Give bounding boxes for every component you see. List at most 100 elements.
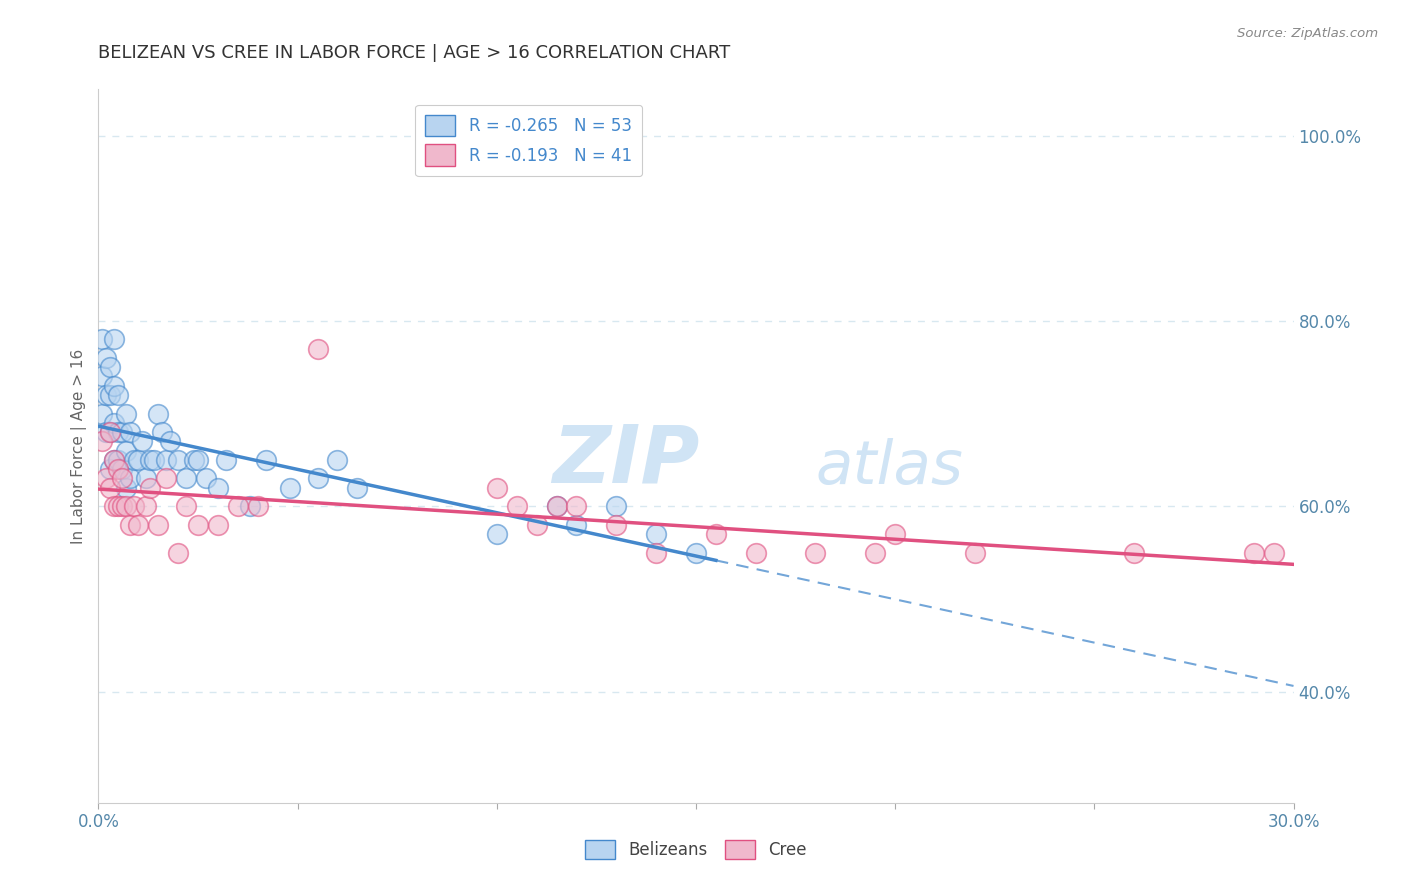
- Point: [963, 545, 986, 559]
- Point: [115, 481, 138, 495]
- Point: [526, 517, 548, 532]
- Point: [745, 545, 768, 559]
- Point: [194, 471, 218, 485]
- Point: [135, 500, 157, 514]
- Point: [346, 481, 368, 495]
- Point: [98, 425, 122, 439]
- Point: [107, 453, 129, 467]
- Point: [159, 434, 181, 449]
- Point: [148, 407, 170, 421]
- Point: [239, 500, 262, 514]
- Point: [120, 517, 142, 532]
- Point: [96, 351, 118, 365]
- Point: [307, 471, 329, 485]
- Point: [506, 500, 529, 514]
- Point: [645, 527, 668, 541]
- Point: [546, 500, 568, 514]
- Point: [107, 425, 129, 439]
- Point: [96, 471, 118, 485]
- Point: [131, 434, 153, 449]
- Point: [96, 425, 118, 439]
- Point: [863, 545, 886, 559]
- Point: [103, 416, 125, 430]
- Point: [565, 500, 588, 514]
- Point: [485, 527, 508, 541]
- Point: [111, 471, 134, 485]
- Point: [1123, 545, 1146, 559]
- Point: [685, 545, 707, 559]
- Point: [143, 453, 166, 467]
- Point: [139, 453, 162, 467]
- Point: [124, 453, 146, 467]
- Point: [174, 471, 197, 485]
- Point: [155, 471, 177, 485]
- Point: [91, 434, 114, 449]
- Point: [91, 333, 114, 347]
- Point: [103, 500, 125, 514]
- Point: [155, 453, 177, 467]
- Point: [148, 517, 170, 532]
- Point: [127, 517, 149, 532]
- Point: [187, 517, 209, 532]
- Y-axis label: In Labor Force | Age > 16: In Labor Force | Age > 16: [72, 349, 87, 543]
- Point: [605, 517, 627, 532]
- Point: [103, 378, 125, 392]
- Point: [278, 481, 301, 495]
- Point: [207, 481, 229, 495]
- Point: [98, 425, 122, 439]
- Point: [107, 388, 129, 402]
- Point: [226, 500, 249, 514]
- Point: [115, 500, 138, 514]
- Point: [103, 453, 125, 467]
- Point: [307, 342, 329, 356]
- Point: [645, 545, 668, 559]
- Point: [804, 545, 827, 559]
- Point: [1243, 545, 1265, 559]
- Point: [120, 425, 142, 439]
- Point: [103, 453, 125, 467]
- Point: [183, 453, 205, 467]
- Point: [98, 388, 122, 402]
- Point: [207, 517, 229, 532]
- Point: [1263, 545, 1285, 559]
- Point: [111, 462, 134, 476]
- Point: [884, 527, 907, 541]
- Text: Source: ZipAtlas.com: Source: ZipAtlas.com: [1237, 27, 1378, 40]
- Point: [107, 500, 129, 514]
- Point: [135, 471, 157, 485]
- Point: [167, 545, 190, 559]
- Point: [546, 500, 568, 514]
- Legend: Belizeans, Cree: Belizeans, Cree: [579, 833, 813, 866]
- Point: [115, 443, 138, 458]
- Text: atlas: atlas: [815, 438, 963, 497]
- Point: [704, 527, 727, 541]
- Point: [246, 500, 269, 514]
- Point: [120, 471, 142, 485]
- Point: [96, 388, 118, 402]
- Point: [98, 462, 122, 476]
- Point: [485, 481, 508, 495]
- Point: [91, 407, 114, 421]
- Point: [326, 453, 349, 467]
- Point: [150, 425, 173, 439]
- Point: [103, 333, 125, 347]
- Text: BELIZEAN VS CREE IN LABOR FORCE | AGE > 16 CORRELATION CHART: BELIZEAN VS CREE IN LABOR FORCE | AGE > …: [98, 45, 731, 62]
- Point: [124, 500, 146, 514]
- Point: [605, 500, 627, 514]
- Point: [139, 481, 162, 495]
- Point: [111, 500, 134, 514]
- Point: [98, 481, 122, 495]
- Point: [187, 453, 209, 467]
- Point: [254, 453, 277, 467]
- Point: [127, 453, 149, 467]
- Point: [215, 453, 238, 467]
- Point: [115, 407, 138, 421]
- Text: ZIP: ZIP: [553, 421, 700, 500]
- Point: [98, 360, 122, 375]
- Point: [111, 425, 134, 439]
- Point: [107, 462, 129, 476]
- Point: [565, 517, 588, 532]
- Point: [91, 369, 114, 384]
- Point: [174, 500, 197, 514]
- Point: [167, 453, 190, 467]
